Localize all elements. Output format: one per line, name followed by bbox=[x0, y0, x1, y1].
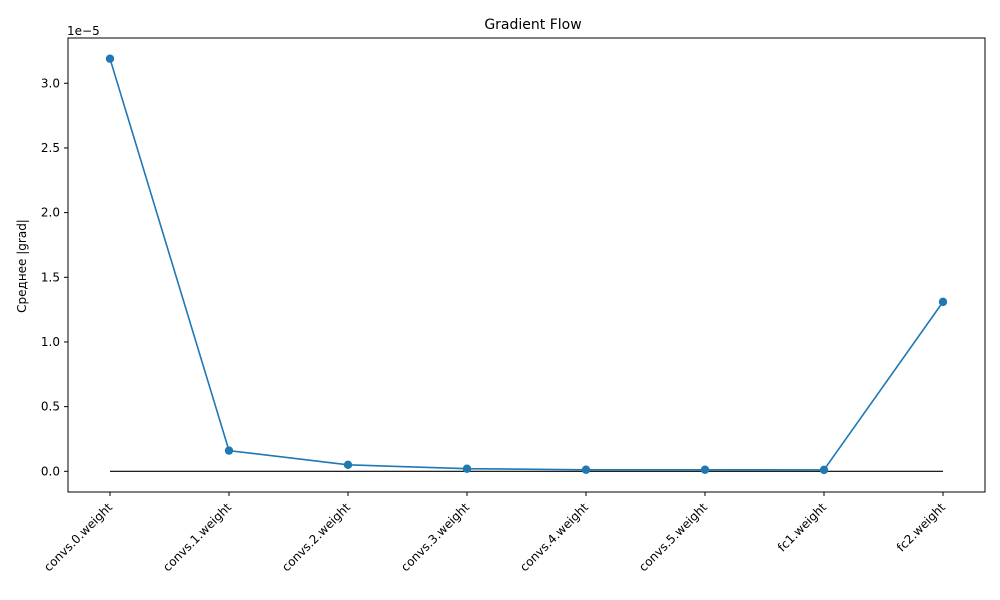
y-offset-label: 1e−5 bbox=[67, 24, 100, 38]
y-tick-label-6: 3.0 bbox=[41, 76, 60, 90]
y-tick-label-0: 0.0 bbox=[41, 464, 60, 478]
data-point-4 bbox=[581, 465, 591, 474]
data-point-7 bbox=[938, 297, 948, 307]
x-tick-label-1: convs.1.weight bbox=[160, 500, 234, 574]
y-tick-label-5: 2.5 bbox=[41, 141, 60, 155]
series-layer bbox=[105, 54, 948, 475]
y-ticks: 0.0 0.5 1.0 1.5 2.0 2.5 3.0 bbox=[41, 76, 68, 478]
x-tick-label-6: fc1.weight bbox=[775, 500, 829, 554]
plot-frame bbox=[67, 37, 986, 493]
data-point-1 bbox=[224, 446, 234, 455]
x-ticks: convs.0.weight convs.1.weight convs.2.weig… bbox=[41, 492, 948, 574]
axes bbox=[67, 37, 986, 493]
data-point-6 bbox=[819, 465, 829, 475]
x-tick-label-2: convs.2.weight bbox=[279, 500, 353, 574]
data-point-5 bbox=[700, 465, 710, 474]
x-tick-label-7: fc2.weight bbox=[894, 500, 948, 554]
x-tick-label-0: convs.0.weight bbox=[41, 500, 115, 574]
x-tick-label-3: convs.3.weight bbox=[398, 500, 472, 574]
data-point-0 bbox=[105, 54, 115, 63]
data-point-3 bbox=[462, 464, 472, 473]
y-tick-label-3: 1.5 bbox=[41, 270, 60, 284]
y-axis-label: Среднее |grad| bbox=[15, 219, 29, 313]
y-tick-label-4: 2.0 bbox=[41, 206, 60, 220]
data-point-2 bbox=[343, 460, 353, 470]
x-tick-label-5: convs.5.weight bbox=[636, 500, 710, 574]
y-tick-label-2: 1.0 bbox=[41, 335, 60, 349]
x-tick-label-4: convs.4.weight bbox=[517, 500, 591, 574]
chart-title: Gradient Flow bbox=[484, 17, 581, 33]
series-line bbox=[109, 58, 944, 471]
y-tick-label-1: 0.5 bbox=[41, 400, 60, 414]
